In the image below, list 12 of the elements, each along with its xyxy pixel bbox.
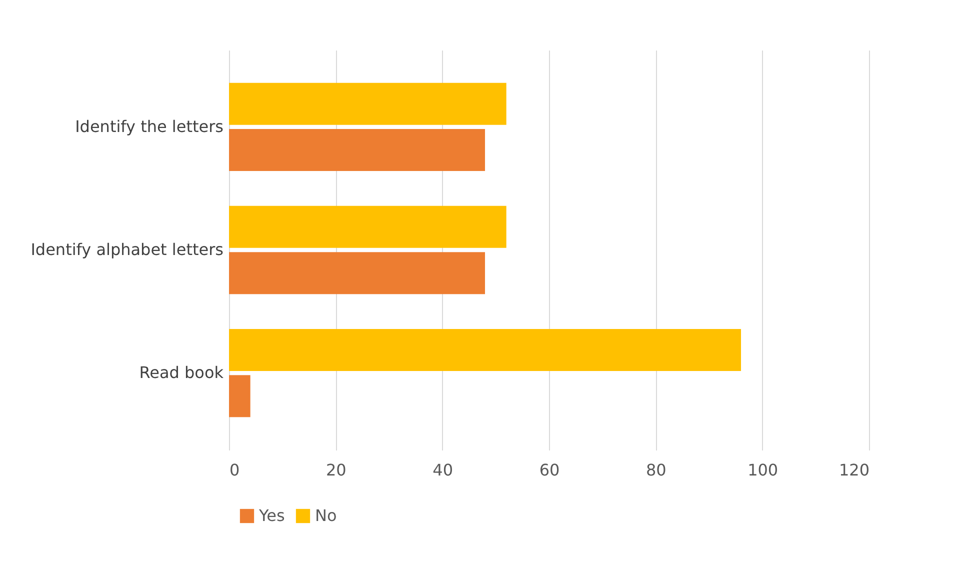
x-tick-label: 40	[432, 460, 454, 480]
y-tick-label: Identify the letters	[75, 116, 224, 136]
x-tick-label: 80	[646, 460, 666, 480]
x-tick-label: 20	[326, 460, 346, 480]
x-tick-label: 120	[838, 460, 870, 480]
y-tick-label: Read book	[139, 363, 224, 382]
legend-label: No	[315, 506, 337, 525]
x-tick-label: 60	[539, 460, 560, 480]
x-tick-label: 0	[230, 460, 240, 480]
x-tick-label: 100	[748, 460, 778, 480]
legend-label: Yes	[258, 506, 285, 525]
y-tick-label: Identify alphabet letters	[30, 240, 224, 259]
